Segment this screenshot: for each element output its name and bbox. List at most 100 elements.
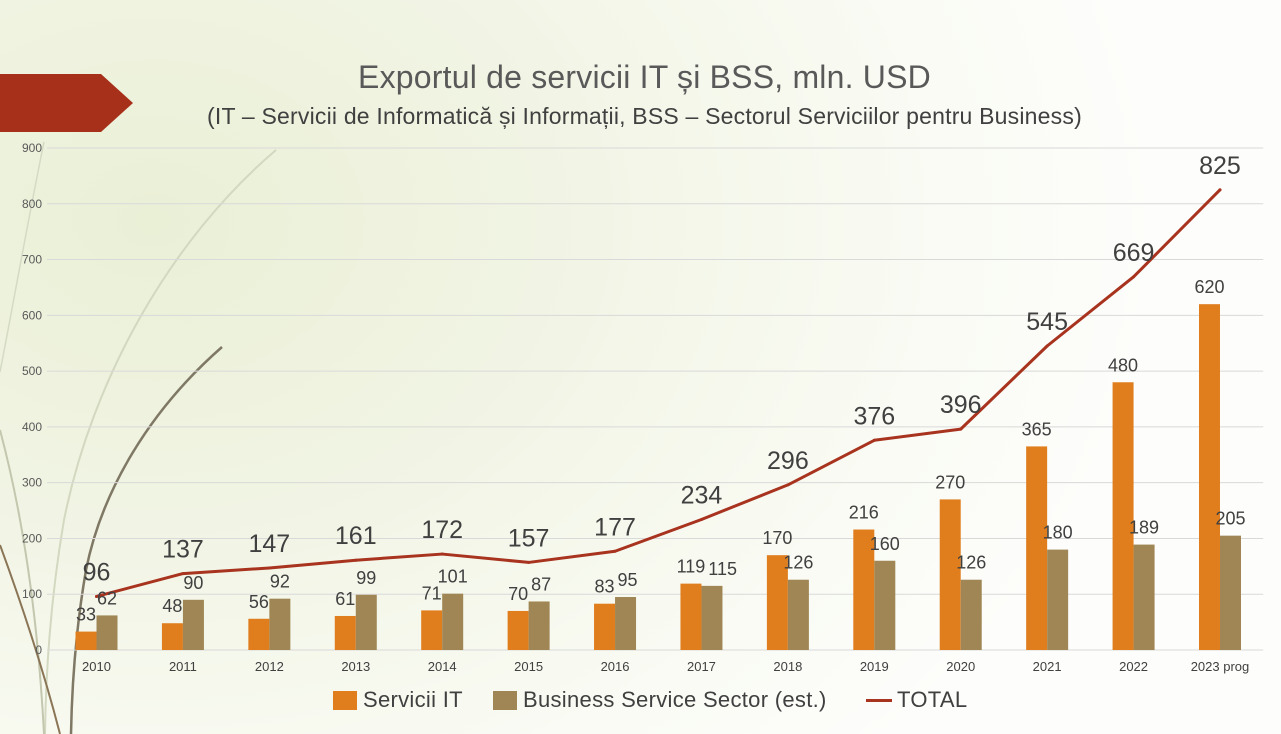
data-label-business-service-sector-est: 126 bbox=[956, 553, 986, 573]
x-tick-label: 2021 bbox=[1033, 659, 1062, 674]
y-tick-label: 100 bbox=[22, 587, 42, 601]
bar-business-service-sector-est bbox=[355, 594, 377, 650]
line-point-total bbox=[699, 517, 703, 521]
bar-servicii-it bbox=[334, 615, 356, 650]
data-label-servicii-it: 119 bbox=[677, 557, 706, 577]
bar-business-service-sector-est bbox=[182, 599, 204, 650]
data-label-total: 669 bbox=[1113, 239, 1155, 267]
data-label-total: 161 bbox=[335, 522, 377, 550]
line-point-total bbox=[440, 552, 444, 556]
line-point-total bbox=[354, 558, 358, 562]
legend-swatch-servicii-it bbox=[333, 690, 357, 710]
y-tick-label: 400 bbox=[22, 420, 42, 434]
bar-business-service-sector-est bbox=[1047, 549, 1069, 650]
bar-servicii-it bbox=[853, 529, 875, 650]
data-label-total: 396 bbox=[940, 391, 982, 419]
line-point-total bbox=[1045, 344, 1049, 348]
data-label-total: 825 bbox=[1199, 152, 1241, 180]
data-label-business-service-sector-est: 180 bbox=[1043, 523, 1073, 543]
data-label-business-service-sector-est: 90 bbox=[183, 573, 203, 593]
x-tick-label: 2016 bbox=[601, 659, 630, 674]
line-point-total bbox=[527, 560, 531, 564]
decorative-curve bbox=[44, 149, 277, 734]
data-label-servicii-it: 56 bbox=[249, 592, 269, 612]
data-label-total: 147 bbox=[248, 530, 290, 558]
bar-business-service-sector-est bbox=[1133, 544, 1155, 650]
data-label-business-service-sector-est: 92 bbox=[270, 572, 290, 592]
lines bbox=[95, 188, 1222, 598]
bar-servicii-it bbox=[680, 583, 702, 650]
line-total bbox=[95, 188, 1222, 598]
chart-title: Exportul de servicii IT și BSS, mln. USD bbox=[358, 59, 931, 95]
bar-business-service-sector-est bbox=[615, 597, 637, 650]
data-label-total: 376 bbox=[853, 402, 895, 430]
bar-business-service-sector-est bbox=[874, 560, 896, 650]
legend-swatch-total bbox=[866, 698, 892, 702]
line-point-total bbox=[786, 483, 790, 487]
line-point-total bbox=[95, 594, 99, 598]
line-point-total bbox=[613, 549, 617, 553]
title-accent-arrow bbox=[0, 74, 133, 132]
x-tick-label: 2010 bbox=[82, 659, 111, 674]
data-label-total: 234 bbox=[681, 481, 723, 509]
x-tick-label: 2019 bbox=[860, 659, 889, 674]
data-label-business-service-sector-est: 95 bbox=[618, 570, 638, 590]
bar-servicii-it bbox=[1112, 382, 1134, 650]
bar-servicii-it bbox=[421, 610, 443, 650]
data-label-servicii-it: 365 bbox=[1022, 419, 1052, 439]
data-label-business-service-sector-est: 115 bbox=[708, 559, 737, 579]
data-label-total: 96 bbox=[83, 558, 111, 586]
y-tick-label: 200 bbox=[22, 531, 42, 545]
bar-business-service-sector-est bbox=[528, 601, 550, 650]
legend-label: Business Service Sector (est.) bbox=[523, 687, 827, 712]
y-tick-label: 0 bbox=[35, 643, 42, 657]
x-tick-label: 2015 bbox=[514, 659, 543, 674]
data-label-business-service-sector-est: 87 bbox=[531, 574, 551, 594]
data-label-total: 545 bbox=[1026, 308, 1068, 336]
chart-subtitle: (IT – Servicii de Informatică și Informa… bbox=[207, 103, 1082, 129]
data-label-business-service-sector-est: 101 bbox=[438, 567, 468, 587]
bar-servicii-it bbox=[248, 618, 270, 650]
y-axis: 0 100 200 300 400 500 600 700 800 900 bbox=[22, 141, 42, 657]
bar-servicii-it bbox=[1026, 446, 1048, 650]
x-tick-label: 2014 bbox=[428, 659, 457, 674]
bar-servicii-it bbox=[75, 631, 97, 650]
decorative-curve bbox=[69, 346, 223, 734]
line-point-total bbox=[1218, 188, 1222, 192]
gridlines bbox=[47, 147, 1264, 651]
y-tick-label: 800 bbox=[22, 197, 42, 211]
data-labels: 33 48 56 61 71 70 83 119 170 216 270 365 480 620 62 90 9… bbox=[76, 152, 1246, 625]
bar-business-service-sector-est bbox=[442, 593, 464, 650]
legend-swatch-business-service-sector bbox=[493, 690, 517, 710]
bar-business-service-sector-est bbox=[269, 598, 291, 650]
bar-servicii-it bbox=[1198, 304, 1220, 650]
data-label-servicii-it: 71 bbox=[422, 583, 442, 603]
bar-servicii-it bbox=[507, 610, 529, 650]
data-label-business-service-sector-est: 205 bbox=[1215, 509, 1245, 529]
data-label-total: 137 bbox=[162, 536, 204, 564]
y-tick-label: 600 bbox=[22, 308, 42, 322]
legend-item-servicii-it: Servicii IT bbox=[333, 687, 463, 712]
data-label-total: 296 bbox=[767, 447, 809, 475]
legend-label: Servicii IT bbox=[363, 687, 463, 712]
bar-servicii-it bbox=[766, 555, 788, 650]
data-label-servicii-it: 61 bbox=[335, 589, 355, 609]
data-label-servicii-it: 480 bbox=[1108, 355, 1138, 375]
bar-servicii-it bbox=[161, 623, 183, 650]
data-label-servicii-it: 270 bbox=[935, 472, 965, 492]
x-tick-label: 2020 bbox=[946, 659, 975, 674]
data-label-total: 177 bbox=[594, 513, 636, 541]
line-point-total bbox=[872, 438, 876, 442]
x-tick-label: 2011 bbox=[169, 659, 197, 674]
data-label-business-service-sector-est: 189 bbox=[1129, 518, 1159, 538]
y-tick-label: 700 bbox=[22, 253, 42, 267]
y-tick-label: 900 bbox=[22, 141, 42, 155]
x-axis: 2010 2011 2012 2013 2014 2015 2016 2017 2018 2019… bbox=[82, 659, 1249, 674]
data-label-total: 157 bbox=[508, 524, 550, 552]
bar-servicii-it bbox=[939, 499, 961, 650]
x-tick-label: 2012 bbox=[255, 659, 284, 674]
line-point-total bbox=[959, 427, 963, 431]
data-label-business-service-sector-est: 160 bbox=[870, 534, 900, 554]
